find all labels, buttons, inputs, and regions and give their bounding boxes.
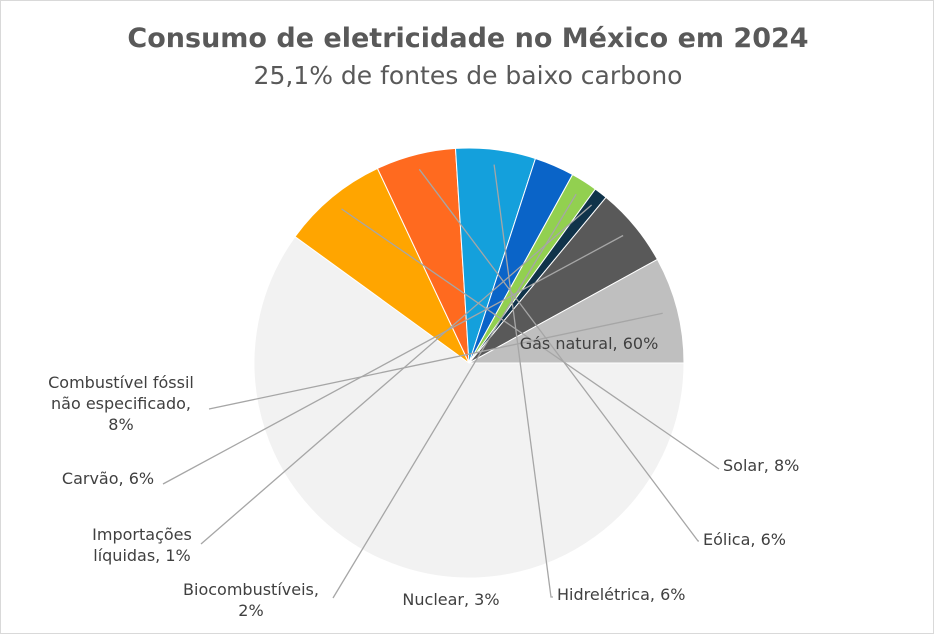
pie-slice-gas-natural bbox=[253, 235, 685, 579]
slice-label-hidreletrica: Hidrelétrica, 6% bbox=[557, 585, 685, 604]
pie-slice-combustivel-fossil-nao-especificado bbox=[468, 258, 685, 364]
slice-label-solar: Solar, 8% bbox=[723, 456, 799, 475]
slice-label-nuclear: Nuclear, 3% bbox=[402, 590, 499, 609]
slice-label-carvao: Carvão, 6% bbox=[62, 469, 154, 488]
leader-line-importacoes-liquidas bbox=[200, 204, 593, 545]
leader-line-combustivel-fossil-nao-especificado bbox=[208, 312, 663, 410]
slice-label-importacoes-liquidas: Importações líquidas, 1% bbox=[92, 525, 192, 565]
leader-line-solar bbox=[341, 208, 720, 470]
slice-label-biocombustiveis: Biocombustíveis, 2% bbox=[183, 580, 319, 620]
leader-line-hidreletrica bbox=[493, 164, 553, 598]
slice-label-combustivel-fossil-nao-especificado: Combustível fóssil não especificado, 8% bbox=[48, 373, 194, 434]
slice-labels: Gás natural, 60% Solar, 8% Eólica, 6% Hidre… bbox=[48, 334, 799, 620]
leader-line-eolica bbox=[418, 168, 699, 542]
pie-slices bbox=[253, 147, 685, 579]
pie-slice-solar bbox=[294, 167, 470, 364]
chart-subtitle: 25,1% de fontes de baixo carbono bbox=[254, 61, 683, 90]
slice-label-eolica: Eólica, 6% bbox=[703, 530, 786, 549]
slice-label-gas-natural: Gás natural, 60% bbox=[520, 334, 659, 353]
leader-line-carvao bbox=[162, 234, 624, 485]
leader-line-biocombustiveis bbox=[332, 193, 577, 599]
chart-title: Consumo de eletricidade no México em 202… bbox=[127, 23, 808, 54]
leader-lines bbox=[162, 164, 720, 599]
